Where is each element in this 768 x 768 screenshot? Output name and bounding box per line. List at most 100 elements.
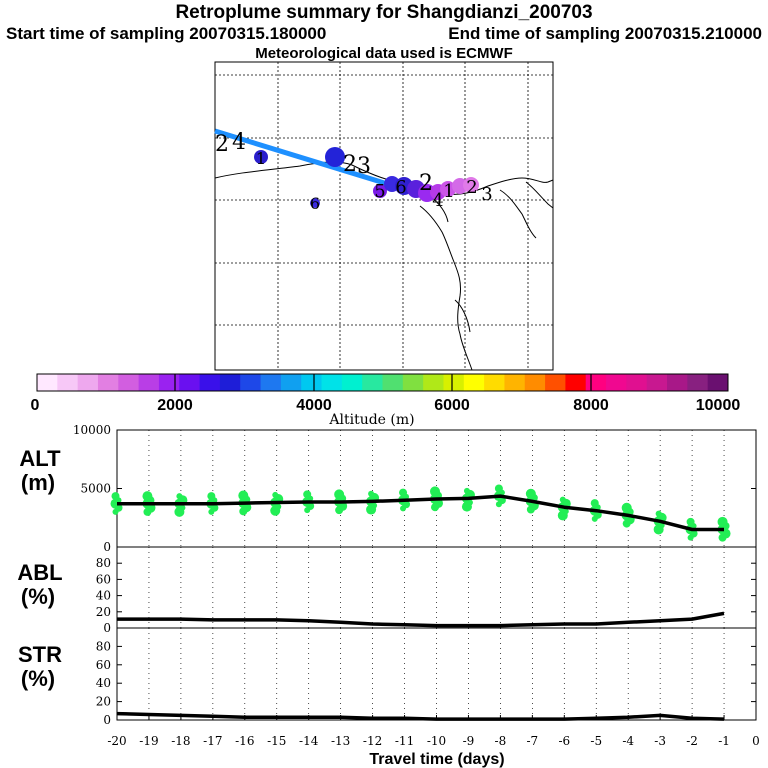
colorbar-swatch	[606, 374, 627, 391]
plume-number: 4	[432, 190, 443, 211]
alt-scatter-point	[494, 484, 503, 493]
colorbar-swatch	[443, 374, 465, 391]
panel-label: STR	[18, 642, 62, 667]
alt-scatter-point	[621, 502, 632, 513]
y-tick-label: 10000	[73, 423, 111, 437]
sampling-times: Start time of sampling 20070315.180000 E…	[6, 24, 762, 46]
colorbar-swatch	[382, 374, 404, 391]
alt-scatter-point	[590, 499, 599, 508]
alt-scatter-point	[399, 488, 408, 497]
x-tick-label: -13	[331, 734, 350, 748]
colorbar-swatch	[402, 374, 424, 391]
alt-scatter-point	[334, 489, 345, 500]
x-tick-label: -18	[171, 734, 190, 748]
plume-number: 6	[395, 177, 406, 198]
colorbar-tick: 2000	[157, 397, 193, 414]
plume-number: 1	[256, 149, 266, 168]
y-tick-label: 0	[103, 713, 111, 727]
alt-scatter-point	[717, 516, 728, 527]
colorbar-swatch	[219, 374, 241, 391]
y-tick-label: 20	[96, 695, 111, 709]
colorbar-swatch	[199, 374, 221, 391]
map-frame	[214, 61, 554, 371]
alt-scatter-point	[368, 490, 375, 497]
alt-scatter-point	[655, 510, 662, 517]
colorbar-tick: 4000	[296, 397, 332, 414]
plume-number: 3	[481, 184, 492, 205]
colorbar-swatch	[504, 374, 526, 391]
x-tick-label: -14	[299, 734, 319, 748]
y-tick-label: 80	[96, 556, 111, 570]
chart-title: Retroplume summary for Shangdianzi_20070…	[175, 2, 593, 23]
alt-scatter-point	[238, 490, 249, 501]
plume-number: 2	[215, 132, 229, 157]
x-axis-label: Travel time (days)	[369, 751, 504, 768]
alt-scatter-point	[463, 487, 470, 494]
panel-label: ABL	[17, 560, 62, 585]
y-tick-label: 40	[96, 589, 111, 603]
panel-unit: (%)	[21, 584, 55, 609]
x-tick-label: -11	[395, 734, 414, 748]
y-tick-label: 0	[103, 540, 111, 554]
y-tick-label: 20	[96, 605, 111, 619]
map-gridlines	[215, 62, 553, 370]
plume-number: 2	[419, 171, 433, 196]
x-tick-label: -1	[718, 734, 730, 748]
colorbar-swatch	[545, 374, 566, 391]
alt-scatter-point	[272, 491, 279, 498]
plume-circle	[310, 198, 320, 208]
colorbar-swatch	[57, 374, 79, 391]
y-tick-label: 80	[96, 639, 111, 653]
colorbar-swatch	[687, 374, 709, 391]
plume-circle	[373, 184, 387, 198]
alt-scatter-point	[303, 490, 312, 499]
colorbar-tick: 0	[31, 397, 40, 414]
x-tick-label: -7	[526, 734, 538, 748]
x-tick-label: -9	[463, 734, 475, 748]
colorbar-swatch	[37, 374, 58, 391]
panel-unit: (%)	[21, 666, 55, 691]
colorbar-swatch	[280, 374, 302, 391]
colorbar-swatch	[565, 374, 587, 391]
alt-scatter-point	[207, 492, 216, 501]
colorbar-swatch	[158, 374, 180, 391]
x-tick-label: -16	[235, 734, 254, 748]
y-tick-label: 60	[96, 658, 111, 672]
x-tick-label: -10	[427, 734, 446, 748]
colorbar-swatch	[138, 374, 160, 391]
colorbar-swatch	[707, 374, 729, 391]
colorbar-swatch	[585, 374, 607, 391]
alt-scatter-point	[559, 496, 566, 503]
met-data-label: Meteorological data used is ECMWF	[255, 45, 513, 62]
series-line-abl	[117, 611, 725, 628]
colorbar-label: Altitude (m)	[328, 412, 414, 428]
x-tick-label: -17	[203, 734, 222, 748]
x-tick-label: -2	[686, 734, 698, 748]
x-tick-label: -3	[654, 734, 666, 748]
end-time-label: End time of sampling 20070315.210000	[448, 24, 762, 43]
x-tick-label: -15	[267, 734, 286, 748]
colorbar-swatch	[260, 374, 282, 391]
colorbar-tick: 8000	[573, 397, 609, 414]
colorbar-tick-labels: 0 2000 4000 6000 8000 10000	[31, 397, 741, 414]
start-time-label: Start time of sampling 20070315.180000	[6, 24, 327, 43]
plume-number: 4	[232, 130, 246, 155]
altitude-colorbar	[36, 373, 729, 392]
colorbar-swatch	[667, 374, 688, 391]
plume-number: 3	[357, 154, 371, 179]
colorbar-swatch	[463, 374, 485, 391]
x-tick-label: 0	[752, 734, 760, 748]
x-tick-label: -8	[495, 734, 507, 748]
y-tick-label: 60	[96, 572, 111, 586]
x-axis: -20 -19 -18 -17 -16 -15 -14 -13 -12 -11 -10 -9 -8 -7-…	[107, 715, 760, 768]
alt-scatter-point	[111, 492, 120, 501]
colorbar-border	[36, 373, 729, 392]
x-tick-label: -19	[139, 734, 158, 748]
x-tick-label: -6	[558, 734, 570, 748]
colorbar-tick: 10000	[696, 397, 741, 414]
colorbar-swatch	[97, 374, 119, 391]
y-tick-label: 5000	[80, 482, 111, 496]
panel-label: ALT	[19, 446, 61, 471]
plume-number: 1	[443, 181, 454, 202]
